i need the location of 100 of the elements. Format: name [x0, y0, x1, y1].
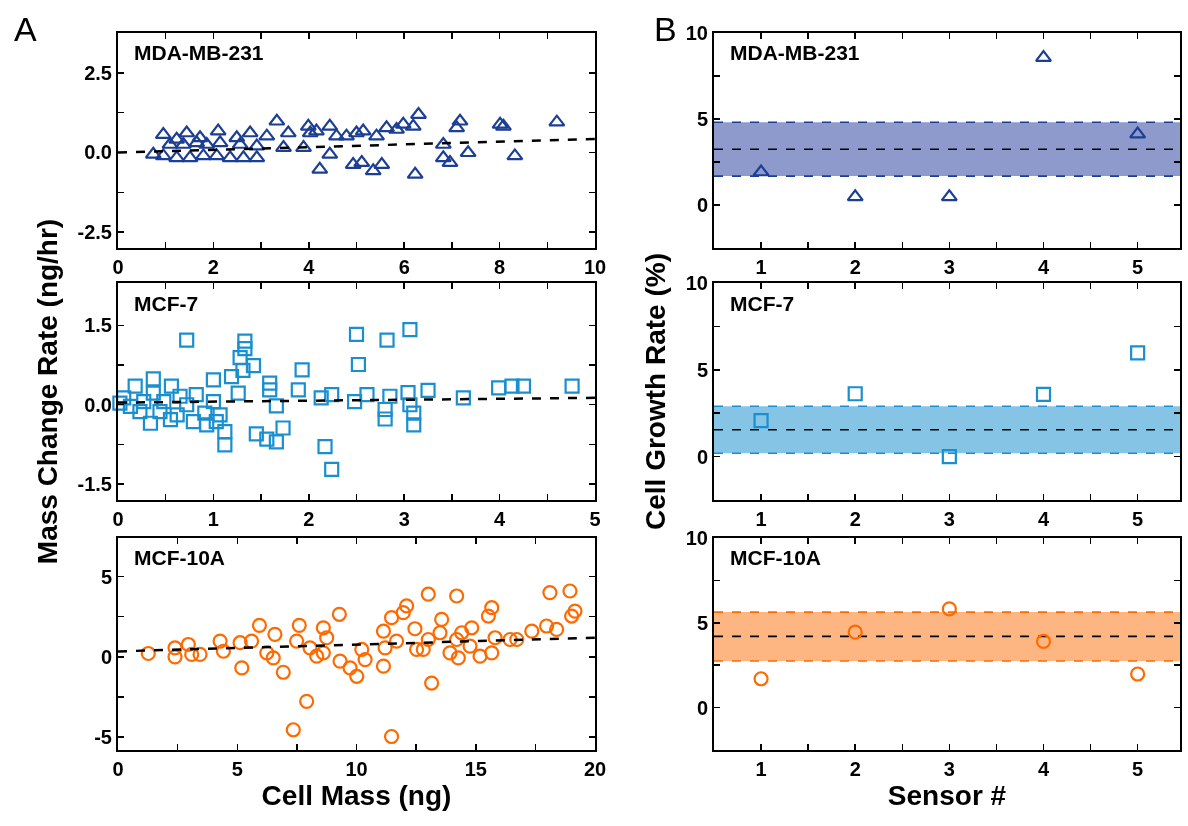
- x-axis-title: Cell Mass (ng): [261, 780, 452, 811]
- x-tick-label: 4: [1037, 758, 1050, 780]
- point: [181, 150, 199, 163]
- x-tick-label: 4: [1037, 256, 1050, 278]
- y-tick-label: -2.5: [77, 221, 112, 244]
- y-axis-title: Mass Change Rate (ng/hr): [31, 218, 63, 565]
- point: [1130, 666, 1146, 682]
- x-tick-label: 2: [303, 508, 315, 530]
- point: [847, 386, 863, 402]
- x-tick-label: 5: [1132, 508, 1144, 530]
- point: [161, 136, 179, 149]
- y-tick-label: 5: [696, 611, 708, 634]
- point: [228, 130, 246, 143]
- point: [279, 125, 297, 138]
- text: A: [14, 10, 37, 48]
- y-tick-label: 5: [696, 358, 708, 381]
- x-tick-label: 3: [943, 256, 955, 278]
- point: [299, 118, 317, 131]
- chart-title: MCF-7: [134, 292, 199, 315]
- point: [753, 413, 769, 429]
- x-tick-label: 4: [494, 508, 507, 530]
- point: [144, 146, 162, 159]
- point: [231, 136, 249, 149]
- x-tick-label: 15: [464, 758, 487, 780]
- x-tick-label: 1: [755, 758, 767, 780]
- point: [940, 189, 958, 202]
- point: [208, 148, 226, 161]
- point: [1129, 126, 1147, 139]
- point: [191, 130, 209, 143]
- x-tick-label: 5: [1132, 256, 1144, 278]
- point: [311, 161, 329, 174]
- point: [459, 145, 477, 158]
- point: [394, 116, 412, 129]
- point: [506, 148, 524, 161]
- point: [404, 118, 422, 131]
- point: [753, 671, 769, 687]
- chart-title: MCF-10A: [134, 546, 226, 569]
- point: [448, 120, 466, 133]
- point: [321, 146, 339, 159]
- point: [846, 189, 864, 202]
- point: [941, 449, 957, 465]
- x-tick-label: 4: [303, 256, 316, 278]
- point: [1035, 386, 1052, 402]
- x-tick-label: 4: [1037, 508, 1050, 530]
- point: [194, 148, 212, 161]
- y-tick-label: 1.5: [84, 314, 112, 337]
- point: [321, 118, 339, 131]
- point: [301, 125, 319, 138]
- x-tick-label: 5: [231, 758, 243, 780]
- x-tick-label: 2: [207, 256, 219, 278]
- x-tick-label: 8: [494, 256, 506, 278]
- x-tick-label: 2: [849, 758, 861, 780]
- y-tick-label: 0.0: [84, 393, 112, 416]
- point: [174, 136, 192, 149]
- point: [344, 156, 362, 169]
- y-tick-label: 10: [685, 272, 708, 294]
- point: [1130, 345, 1146, 361]
- point: [752, 164, 770, 177]
- point: [434, 150, 452, 163]
- y-tick-label: 0: [696, 445, 708, 468]
- x-tick-label: 3: [943, 758, 955, 780]
- x-tick-label: 1: [755, 508, 767, 530]
- y-tick-label: 5: [696, 108, 708, 130]
- x-tick-label: 20: [583, 758, 607, 780]
- point: [221, 150, 239, 163]
- x-tick-label: 3: [398, 508, 410, 530]
- y-axis-title: Cell Growth Rate (%): [640, 253, 671, 530]
- x-tick-label: 3: [943, 508, 955, 530]
- y-tick-label: 10: [685, 22, 708, 44]
- y-tick-label: 5: [100, 565, 112, 588]
- point: [258, 128, 276, 141]
- point: [451, 113, 469, 126]
- y-tick-label: -1.5: [77, 473, 112, 496]
- point: [548, 114, 566, 127]
- point: [241, 125, 259, 138]
- y-tick-label: 0: [696, 696, 708, 719]
- x-tick-label: 5: [589, 508, 601, 530]
- point: [168, 131, 186, 144]
- text: MCF-7: [730, 292, 795, 315]
- point: [188, 135, 206, 148]
- point: [434, 136, 452, 149]
- y-tick-label: -5: [94, 726, 112, 749]
- point: [178, 125, 196, 138]
- point: [373, 156, 391, 169]
- x-tick-label: 1: [207, 508, 219, 530]
- x-tick-label: 2: [849, 256, 861, 278]
- point: [248, 150, 266, 163]
- point: [491, 116, 509, 129]
- y-tick-label: 0: [100, 645, 112, 668]
- point: [209, 123, 227, 136]
- point: [406, 166, 424, 179]
- point: [248, 138, 266, 151]
- point: [941, 601, 957, 617]
- chart-title: MDA-MB-231: [134, 41, 264, 64]
- y-tick-label: 2.5: [84, 61, 112, 84]
- x-tick-label: 1: [755, 256, 767, 278]
- y-tick-label: 10: [685, 527, 708, 549]
- x-tick-label: 2: [849, 508, 861, 530]
- x-tick-label: 6: [398, 256, 410, 278]
- point: [154, 148, 172, 161]
